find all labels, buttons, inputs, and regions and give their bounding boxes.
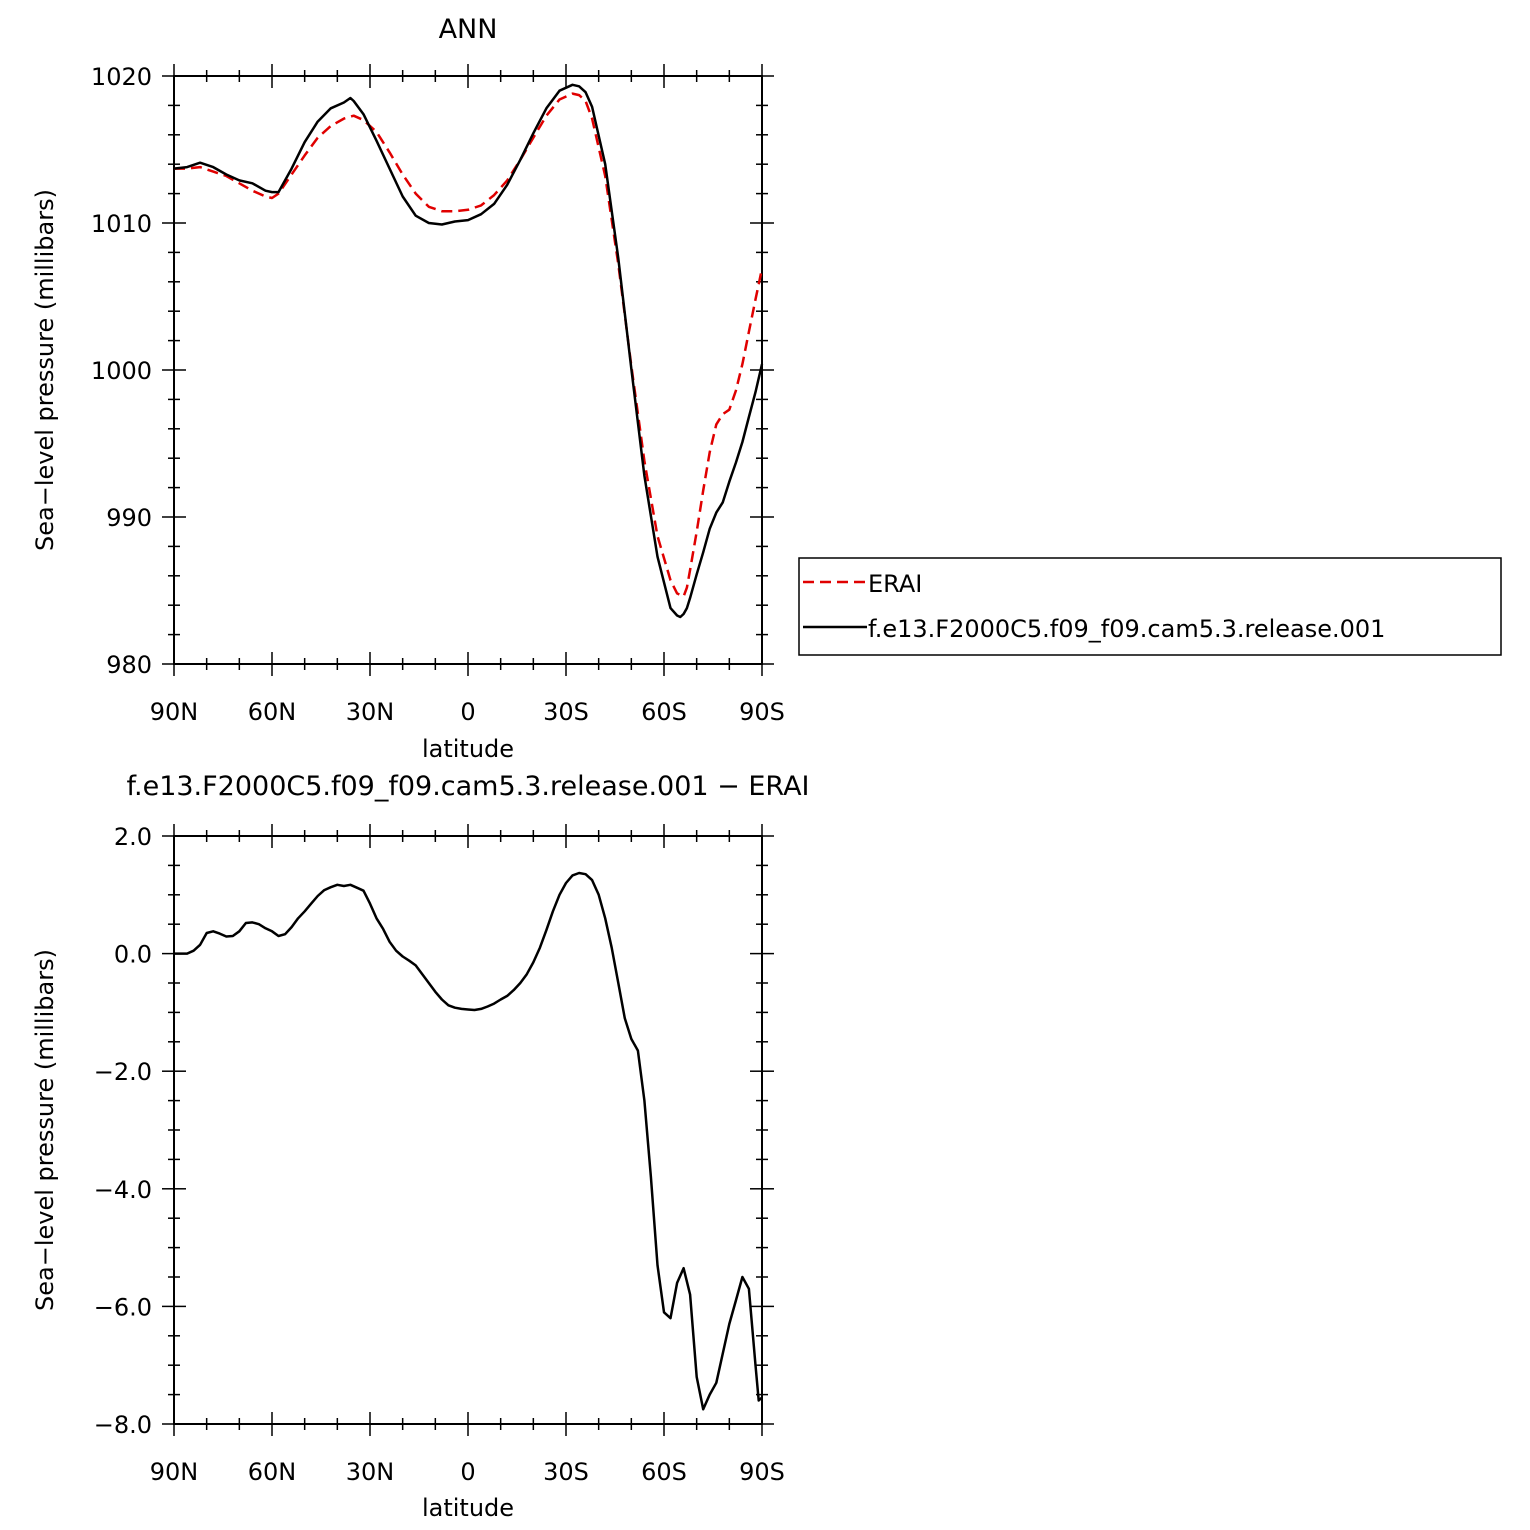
bottom-y-tick-label: −4.0 [94,1176,152,1204]
bottom-y-tick-label: 0.0 [114,941,152,969]
bottom-x-axis-label: latitude [422,1494,514,1522]
legend: ERAI f.e13.F2000C5.f09_f09.cam5.3.releas… [798,557,1502,656]
bottom-y-axis-label: Sea−level pressure (millibars) [31,949,59,1311]
top-x-tick-label: 60N [248,698,297,726]
bottom-y-tick-label: −6.0 [94,1293,152,1321]
bottom-panel: f.e13.F2000C5.f09_f09.cam5.3.release.001… [31,771,810,1522]
bottom-x-tick-label: 30S [543,1458,589,1486]
bottom-x-tick-label: 90S [739,1458,785,1486]
top-x-tick-label: 90S [739,698,785,726]
bottom-y-tick-label: −8.0 [94,1411,152,1439]
top-x-axis-label: latitude [422,735,514,763]
top-y-tick-label: 1020 [91,63,152,91]
bottom-x-tick-label: 0 [460,1458,475,1486]
bottom-chart-title: f.e13.F2000C5.f09_f09.cam5.3.release.001… [126,771,809,802]
top-y-tick-label: 1010 [91,210,152,238]
top-y-tick-label: 1000 [91,357,152,385]
top-series-line-0 [174,92,764,598]
top-x-tick-label: 30S [543,698,589,726]
bottom-x-tick-label: 60S [641,1458,687,1486]
legend-label-model: f.e13.F2000C5.f09_f09.cam5.3.release.001 [868,615,1385,643]
top-plot-frame [173,75,763,665]
top-x-tick-label: 60S [641,698,687,726]
bottom-x-tick-label: 90N [150,1458,199,1486]
top-panel: ANN 90N 60N 30N 0 30S 60S 90S 980 990 1000 1010 10… [31,14,785,763]
top-x-tick-label: 0 [460,698,475,726]
bottom-y-tick-label: 2.0 [114,823,152,851]
top-y-tick-label: 990 [106,504,152,532]
legend-box [798,557,1502,656]
top-chart-title: ANN [439,14,498,45]
top-x-tick-label: 90N [150,698,199,726]
top-x-tick-label: 30N [346,698,395,726]
top-y-tick-label: 980 [106,651,152,679]
bottom-x-tick-label: 30N [346,1458,395,1486]
top-y-axis-label: Sea−level pressure (millibars) [31,189,59,551]
bottom-plot-frame [173,835,763,1425]
legend-label-erai: ERAI [868,570,922,598]
bottom-y-tick-label: −2.0 [94,1058,152,1086]
bottom-x-tick-label: 60N [248,1458,297,1486]
top-series-line-1 [173,83,764,619]
bottom-series-line-0 [174,871,763,1411]
